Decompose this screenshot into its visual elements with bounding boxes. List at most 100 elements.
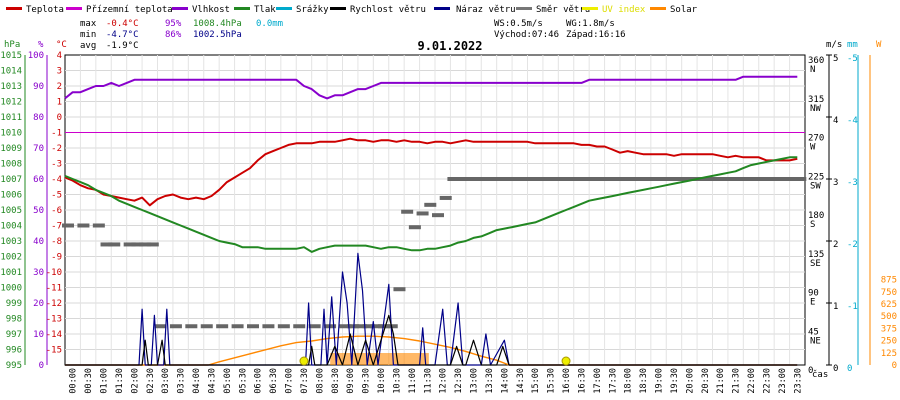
- wind-direction-point: [624, 177, 637, 181]
- pressure-tick-label: 1002: [0, 253, 22, 263]
- direction-tick-label: 315: [808, 95, 824, 105]
- direction-tick-label: 45: [808, 327, 819, 337]
- wind-direction-point: [609, 177, 622, 181]
- series-wind-speed: [65, 314, 798, 366]
- wind-tick-label: 5: [833, 54, 838, 64]
- wind-direction-point: [62, 223, 74, 228]
- unit-rain: mm: [847, 40, 858, 50]
- grid: [65, 55, 805, 365]
- wind-direction-point: [563, 177, 576, 181]
- time-tick-label: 03:30: [177, 368, 187, 394]
- time-tick-label: 18:00: [624, 368, 634, 394]
- temperature-tick-label: -10: [46, 268, 62, 278]
- wind-direction-point: [578, 177, 591, 181]
- wind-direction-point: [439, 195, 452, 200]
- legend-item-rychlost-vetru: Rychlost větru: [330, 5, 426, 15]
- pressure-axis: 1015 1014 1013 1012 1011 1010 1009 1008 1007 1006…: [0, 51, 26, 371]
- direction-name-label: NE: [810, 336, 821, 346]
- legend-label-solar: Solar: [670, 5, 698, 15]
- time-tick-label: 17:00: [593, 368, 603, 394]
- time-tick-label: 12:00: [439, 368, 449, 394]
- stats-max-press: 1008.4hPa: [193, 19, 242, 29]
- wind-direction-point: [678, 177, 691, 181]
- wind-direction-point: [362, 324, 375, 329]
- unit-solar: W: [876, 40, 882, 50]
- wind-direction-point: [277, 324, 290, 329]
- temperature-tick-label: 2: [57, 82, 62, 92]
- wind-direction-axis: 360 315 270 225 180 135 90 45 0 N NW W SW S SE E NE: [808, 55, 830, 376]
- time-tick-label: 09:00: [346, 368, 356, 394]
- time-tick-label: 19:00: [655, 368, 665, 394]
- stats-min-temp: -4.7°C: [106, 30, 139, 40]
- wind-direction-point: [493, 177, 506, 181]
- time-tick-label: 15:00: [531, 368, 541, 394]
- wind-direction-point: [339, 324, 352, 329]
- legend-item-naraz-vetru: Náraz větru: [434, 5, 516, 15]
- pressure-line: [64, 156, 798, 253]
- wind-direction-point: [794, 177, 807, 181]
- wind-direction-point: [586, 177, 599, 181]
- time-tick-label: 02:30: [146, 368, 156, 394]
- pressure-tick-label: 1007: [0, 175, 22, 185]
- legend-swatch-uv-index: [582, 7, 598, 10]
- direction-name-label: E: [810, 298, 815, 308]
- pressure-tick-label: 999: [6, 299, 22, 309]
- rain-tick-label: -4: [847, 116, 858, 126]
- wind-direction-point: [709, 177, 722, 181]
- pressure-tick-label: 995: [6, 361, 22, 371]
- solar-measured-area: [330, 353, 429, 365]
- temperature-tick-label: -8: [51, 237, 62, 247]
- legend-item-smer-vetru: Směr větru: [516, 5, 590, 15]
- time-tick-label: 08:00: [315, 368, 325, 394]
- time-tick-label: 00:00: [69, 368, 79, 394]
- wind-direction-point: [501, 177, 514, 181]
- pressure-tick-label: 1012: [0, 98, 22, 108]
- direction-name-label: W: [810, 143, 816, 153]
- wind-direction-point: [701, 177, 714, 181]
- time-tick-label: 04:00: [192, 368, 202, 394]
- time-tick-label: 05:30: [238, 368, 248, 394]
- wind-direction-point: [231, 324, 244, 329]
- rain-tick-label: -5: [847, 54, 858, 64]
- pressure-tick-label: 1001: [0, 268, 22, 278]
- wind-direction-point: [532, 177, 545, 181]
- wind-direction-point: [516, 177, 529, 181]
- wind-direction-point: [354, 324, 367, 329]
- wind-gust-line: [65, 252, 798, 366]
- wind-direction-point: [632, 177, 645, 181]
- time-tick-label: 01:30: [115, 368, 125, 394]
- legend-item-teplota: Teplota: [6, 5, 64, 15]
- temperature-tick-label: -11: [46, 284, 62, 294]
- wind-direction-point: [524, 177, 537, 181]
- legend-swatch-prizemni-teplota: [66, 7, 82, 10]
- direction-name-label: SE: [810, 259, 821, 269]
- wind-direction-point: [131, 242, 144, 247]
- legend-label-vlhkost: Vlhkost: [192, 5, 230, 15]
- solar-tick-label: 875: [881, 276, 897, 286]
- wind-direction-point: [308, 324, 321, 329]
- temperature-tick-label: -3: [51, 160, 62, 170]
- temperature-line: [64, 137, 798, 207]
- legend-label-uv-index: UV index: [602, 5, 646, 15]
- wind-direction-point: [100, 242, 113, 247]
- time-tick-label: 13:00: [470, 368, 480, 394]
- pressure-tick-label: 1005: [0, 206, 22, 216]
- pressure-tick-label: 1013: [0, 82, 22, 92]
- pressure-tick-label: 1014: [0, 67, 22, 77]
- series-pressure: [64, 156, 798, 253]
- wind-direction-point: [771, 177, 784, 181]
- humidity-tick-label: 90: [33, 82, 44, 92]
- time-tick-label: 20:00: [685, 368, 695, 394]
- stats-max-rain: 0.0mm: [256, 19, 283, 29]
- legend-swatch-solar: [650, 7, 666, 10]
- time-tick-label: 07:30: [300, 368, 310, 394]
- humidity-tick-label: 40: [33, 237, 44, 247]
- temperature-tick-label: -1: [51, 129, 62, 139]
- legend: Teplota Přízemní teplota Vlhkost Tlak Sr…: [6, 5, 698, 15]
- wind-direction-point: [262, 324, 275, 329]
- series-humidity: [64, 75, 798, 100]
- wind-direction-point: [462, 177, 475, 181]
- solar-axis: 875 750 625 500 375 250 125 0: [869, 55, 897, 371]
